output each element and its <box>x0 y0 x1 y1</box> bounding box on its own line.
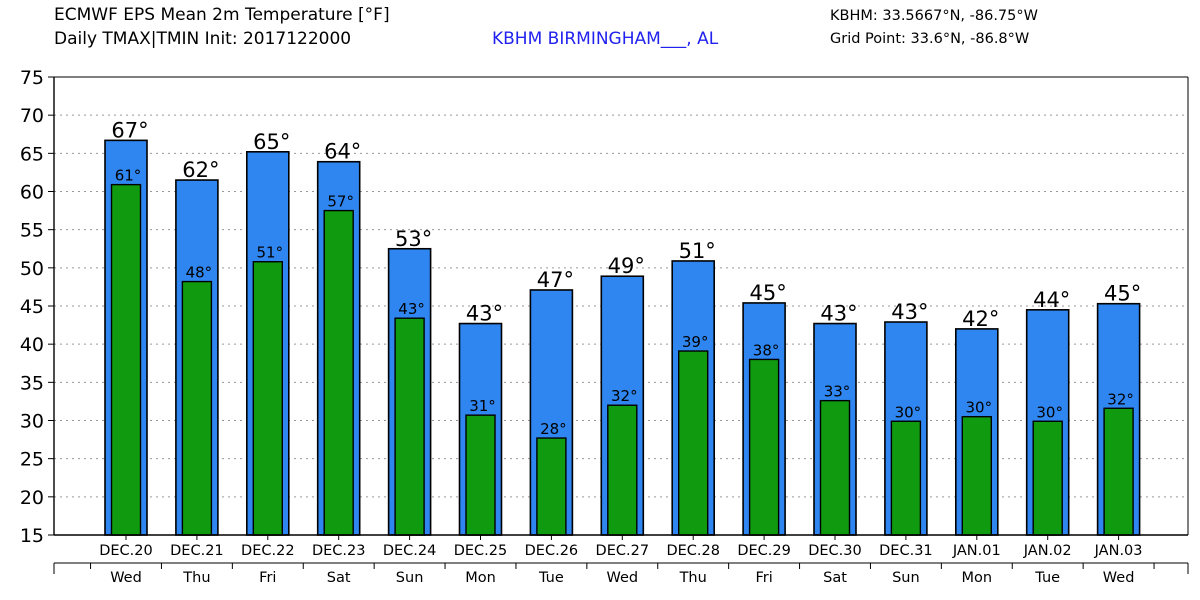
y-tick-label: 30 <box>20 411 44 433</box>
x-weekday-label: Sun <box>892 570 920 586</box>
x-weekday-label: Fri <box>755 570 772 586</box>
x-date-label: DEC.30 <box>808 543 862 559</box>
chart-title: ECMWF EPS Mean 2m Temperature [°F] <box>54 5 390 25</box>
tmin-data-label: 38° <box>753 341 780 359</box>
tmin-data-label: 43° <box>398 300 425 318</box>
tmax-data-label: 44° <box>1033 288 1070 312</box>
y-tick-label: 60 <box>20 182 44 204</box>
x-weekday-label: Sun <box>396 570 424 586</box>
x-date-label: DEC.21 <box>170 543 224 559</box>
x-date-label: JAN.01 <box>952 543 1001 559</box>
tmin-bar <box>536 437 567 536</box>
tmin-bar <box>323 209 354 536</box>
tmax-data-label: 49° <box>608 254 645 278</box>
tmin-data-label: 31° <box>469 397 496 415</box>
x-date-label: DEC.25 <box>454 543 508 559</box>
tmax-data-label: 62° <box>182 158 219 182</box>
x-date-label: DEC.27 <box>596 543 650 559</box>
tmax-data-label: 43° <box>466 302 503 326</box>
y-tick-label: 50 <box>20 258 44 280</box>
tmin-bar <box>819 399 851 536</box>
tmin-data-label: 30° <box>966 399 993 417</box>
tmin-data-label: 28° <box>540 420 567 438</box>
x-date-label: JAN.03 <box>1094 543 1143 559</box>
x-weekday-label: Wed <box>110 570 142 586</box>
station-coordinates: KBHM: 33.5667°N, -86.75°W <box>830 8 1038 24</box>
tmin-data-label: 61° <box>115 167 142 185</box>
tmin-bar <box>748 358 780 536</box>
tmax-data-label: 53° <box>395 227 432 251</box>
x-weekday-label: Wed <box>606 570 638 586</box>
tmin-data-label: 32° <box>611 387 638 405</box>
tmax-data-label: 42° <box>962 307 999 331</box>
x-weekday-label: Fri <box>259 570 276 586</box>
x-date-label: DEC.24 <box>383 543 437 559</box>
x-weekday-label: Thu <box>679 570 707 586</box>
x-weekday-label: Sat <box>823 570 847 586</box>
tmin-bar <box>678 350 709 536</box>
tmax-data-label: 47° <box>537 268 574 292</box>
x-date-label: DEC.20 <box>99 543 153 559</box>
tmin-bar <box>394 317 425 536</box>
x-weekday-label: Sat <box>327 570 351 586</box>
x-date-label: DEC.29 <box>737 543 791 559</box>
chart-subtitle: Daily TMAX|TMIN Init: 2017122000 <box>54 29 352 49</box>
tmin-data-label: 33° <box>824 383 851 401</box>
x-weekday-label: Thu <box>182 570 210 586</box>
tmax-data-label: 43° <box>820 302 857 326</box>
tmax-data-label: 43° <box>891 300 928 324</box>
tmin-data-label: 48° <box>186 264 213 282</box>
x-date-label: JAN.02 <box>1023 543 1072 559</box>
y-tick-label: 15 <box>20 525 44 547</box>
tmax-data-label: 45° <box>749 281 786 305</box>
tmin-data-label: 51° <box>257 244 284 262</box>
y-tick-label: 35 <box>20 372 44 394</box>
tmin-bar <box>890 420 922 536</box>
y-tick-label: 20 <box>20 487 44 509</box>
tmin-bar <box>1103 407 1134 536</box>
tmin-data-label: 30° <box>895 403 922 421</box>
x-date-label: DEC.31 <box>879 543 933 559</box>
tmin-bar <box>181 280 213 536</box>
x-date-label: DEC.28 <box>666 543 720 559</box>
y-tick-label: 45 <box>20 296 44 318</box>
tmax-data-label: 51° <box>679 239 716 263</box>
tmin-data-label: 30° <box>1036 403 1063 421</box>
x-weekday-label: Mon <box>465 570 496 586</box>
x-weekday-label: Wed <box>1103 570 1135 586</box>
tmin-data-label: 57° <box>327 193 354 211</box>
tmin-bar <box>1032 420 1063 536</box>
tmin-data-label: 32° <box>1107 390 1134 408</box>
tmax-data-label: 45° <box>1104 282 1141 306</box>
tmax-data-label: 65° <box>253 130 290 154</box>
tmax-data-label: 67° <box>111 118 148 142</box>
y-tick-label: 55 <box>20 220 44 242</box>
x-weekday-label: Tue <box>1034 570 1060 586</box>
tmin-bar <box>252 261 284 536</box>
y-tick-label: 65 <box>20 143 44 165</box>
y-tick-label: 40 <box>20 334 44 356</box>
x-date-label: DEC.26 <box>525 543 579 559</box>
tmin-bar <box>607 404 638 536</box>
x-weekday-label: Mon <box>962 570 993 586</box>
grid-point-coordinates: Grid Point: 33.6°N, -86.8°W <box>830 31 1030 47</box>
tmin-bar <box>961 415 992 536</box>
tmin-bar <box>110 183 142 536</box>
x-weekday-label: Tue <box>538 570 564 586</box>
tmin-data-label: 39° <box>682 333 709 351</box>
y-tick-label: 25 <box>20 449 44 471</box>
tmax-data-label: 64° <box>324 140 361 164</box>
y-tick-label: 75 <box>20 67 44 89</box>
tmin-bar <box>465 414 496 536</box>
x-date-label: DEC.23 <box>312 543 366 559</box>
station-name: KBHM BIRMINGHAM___, AL <box>492 29 719 49</box>
y-tick-label: 70 <box>20 105 44 127</box>
x-date-label: DEC.22 <box>241 543 295 559</box>
